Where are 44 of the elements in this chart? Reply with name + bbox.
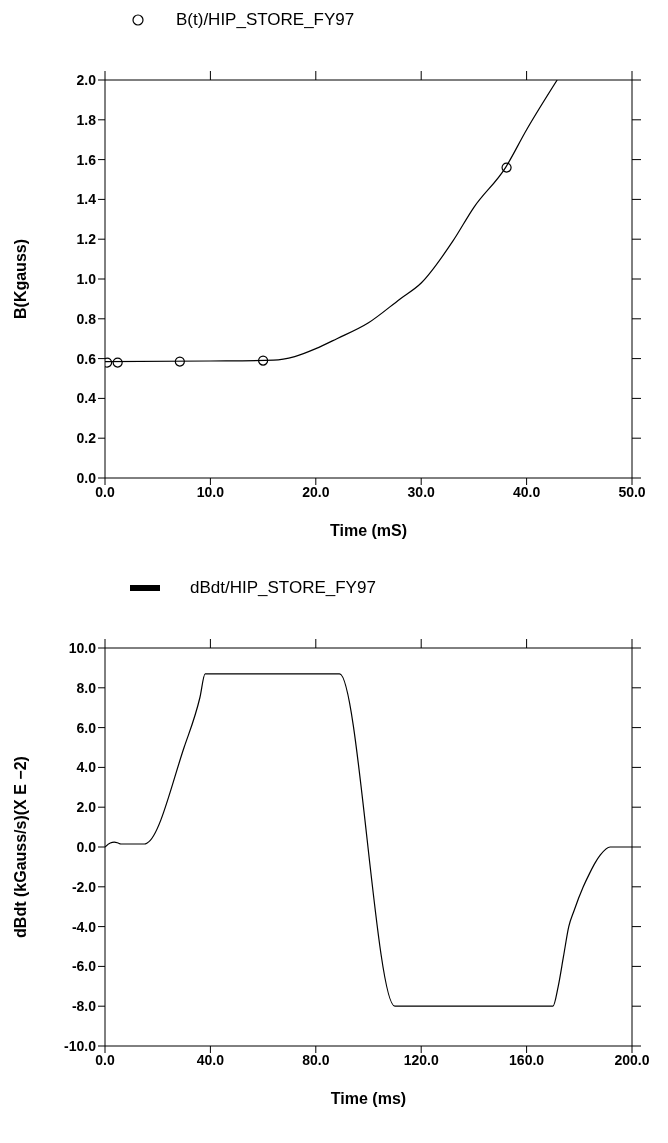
- y-tick-label: 0.8: [76, 310, 97, 327]
- y-tick-label: 2.0: [76, 799, 97, 816]
- x-tick-label: 80.0: [302, 1051, 330, 1068]
- x-tick-label: 200.0: [614, 1051, 650, 1068]
- y-axis-title: B(Kgauss): [11, 238, 29, 320]
- x-tick-label: 0.0: [95, 1051, 115, 1068]
- y-tick-label: 8.0: [76, 679, 97, 696]
- x-tick-label: 10.0: [196, 483, 225, 500]
- y-tick-label: 0.6: [76, 350, 97, 367]
- y-axis-title: dBdt (kGauss/s)(X E −2): [11, 756, 29, 938]
- y-tick-label: 0.2: [76, 430, 97, 447]
- x-axis-title: Time (ms): [330, 1090, 407, 1107]
- x-tick-label: 20.0: [302, 483, 330, 500]
- y-tick-label: 0.0: [76, 469, 97, 486]
- legend-label: dBdt/HIP_STORE_FY97: [190, 578, 376, 598]
- point: [501, 162, 512, 173]
- x-tick-label: 0.0: [95, 483, 115, 500]
- point: [112, 357, 123, 368]
- x-axis-title: Time (mS): [329, 522, 408, 539]
- y-tick-label: 2.0: [76, 71, 97, 88]
- y-tick-label: -6.0: [71, 958, 97, 975]
- y-tick-label: 4.0: [76, 759, 97, 776]
- y-tick-label: -2.0: [71, 878, 97, 895]
- point: [174, 356, 185, 367]
- x-tick-label: 160.0: [509, 1051, 545, 1068]
- y-tick-label: -8.0: [71, 998, 97, 1015]
- y-tick-label: 10.0: [68, 639, 97, 656]
- y-tick-label: 1.2: [76, 231, 97, 248]
- point: [257, 355, 269, 366]
- y-tick-label: 0.4: [76, 390, 97, 407]
- y-tick-label: -4.0: [71, 918, 97, 935]
- y-tick-label: 0.0: [76, 838, 97, 855]
- x-tick-label: 30.0: [407, 483, 436, 500]
- x-tick-label: 40.0: [512, 483, 541, 500]
- x-tick-label: 120.0: [403, 1051, 439, 1068]
- y-tick-label: 1.8: [76, 111, 97, 128]
- y-tick-label: 1.4: [76, 191, 97, 208]
- y-tick-label: 1.0: [76, 270, 97, 287]
- y-tick-label: 6.0: [76, 719, 97, 736]
- y-tick-label: -10.0: [64, 1037, 97, 1054]
- x-tick-label: 40.0: [196, 1051, 225, 1068]
- legend-label: B(t)/HIP_STORE_FY97: [176, 10, 355, 30]
- y-tick-label: 1.6: [76, 151, 97, 168]
- x-tick-label: 50.0: [618, 483, 646, 500]
